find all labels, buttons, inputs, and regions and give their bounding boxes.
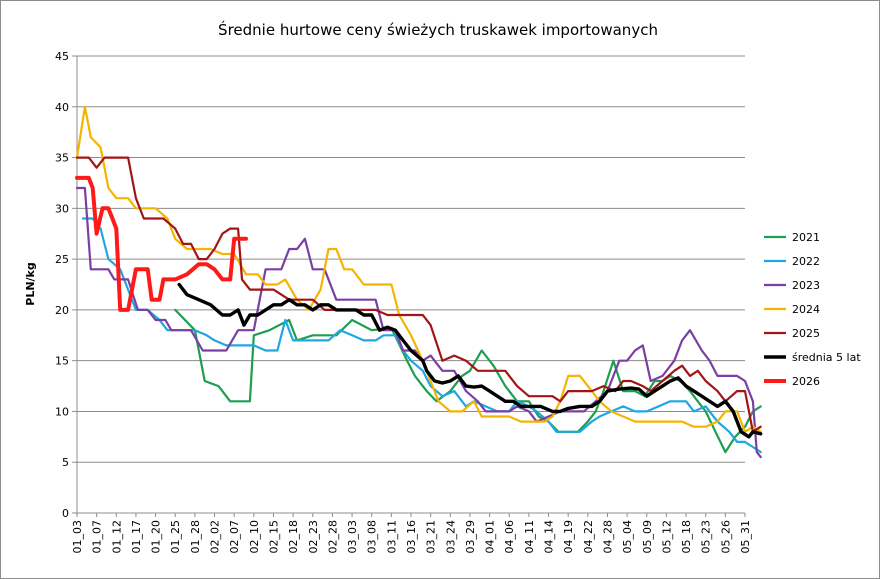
x-tick-label: 02_07 — [228, 520, 241, 554]
x-tick-label: 05_04 — [621, 520, 634, 554]
x-tick-label: 01_25 — [169, 520, 182, 554]
legend-label: 2025 — [792, 327, 820, 340]
y-tick-label: 25 — [55, 253, 69, 266]
x-tick-label: 03_24 — [444, 520, 457, 554]
x-tick-label: 01_03 — [71, 520, 84, 554]
legend-label: średnia 5 lat — [792, 351, 861, 364]
legend: 2021 2022 2023 2024 2025 średnia 5 lat 2026 — [764, 231, 861, 388]
y-tick-label: 35 — [55, 152, 69, 165]
series-line-6 — [75, 175, 248, 312]
series-layer — [75, 105, 763, 459]
x-tick-label: 04_28 — [601, 520, 614, 554]
x-tick-label: 03_08 — [366, 520, 379, 554]
y-tick-label: 40 — [55, 101, 69, 114]
x-tick-label: 04_01 — [484, 520, 497, 554]
y-tick-label: 10 — [55, 405, 69, 418]
y-tick-label: 20 — [55, 304, 69, 317]
x-tick-label: 03_03 — [346, 520, 359, 554]
y-tick-label: 5 — [62, 456, 69, 469]
x-tick-label: 04_06 — [503, 520, 516, 554]
x-tick-label: 03_29 — [464, 520, 477, 554]
x-tick-label: 05_31 — [739, 520, 752, 554]
x-tick-label: 03_11 — [385, 520, 398, 554]
x-tick-label: 05_12 — [660, 520, 673, 554]
series-line-4 — [75, 156, 762, 433]
x-tick-label: 03_16 — [405, 520, 418, 554]
series-line-3 — [75, 105, 762, 433]
x-axis-ticks: 01_03 01_07 01_12 01_17 01_20 01_25 01_28 02_02… — [71, 513, 752, 554]
x-tick-label: 05_23 — [700, 520, 713, 554]
x-tick-label: 04_22 — [582, 520, 595, 554]
x-tick-label: 04_14 — [543, 520, 556, 554]
x-tick-label: 03_21 — [425, 520, 438, 554]
x-tick-label: 02_28 — [326, 520, 339, 554]
legend-label: 2022 — [792, 255, 820, 268]
y-tick-label: 0 — [62, 507, 69, 520]
series-line-5 — [177, 282, 763, 439]
x-tick-label: 02_02 — [209, 520, 222, 554]
x-tick-label: 02_15 — [267, 520, 280, 554]
series-line-1 — [81, 217, 762, 454]
y-tick-label: 15 — [55, 355, 69, 368]
legend-label: 2023 — [792, 279, 820, 292]
series-line-2 — [75, 186, 762, 459]
x-tick-label: 04_11 — [523, 520, 536, 554]
x-tick-label: 04_19 — [562, 520, 575, 554]
x-tick-label: 01_28 — [189, 520, 202, 554]
legend-label: 2026 — [792, 375, 820, 388]
y-axis-ticks: 0 5 10 15 20 25 30 35 40 45 — [55, 50, 77, 520]
y-tick-label: 45 — [55, 50, 69, 63]
legend-label: 2024 — [792, 303, 820, 316]
x-tick-label: 01_20 — [150, 520, 163, 554]
x-tick-label: 05_09 — [641, 520, 654, 554]
x-tick-label: 02_18 — [287, 520, 300, 554]
x-tick-label: 02_10 — [248, 520, 261, 554]
y-tick-label: 30 — [55, 202, 69, 215]
y-axis-label: PLN/kg — [24, 262, 37, 305]
legend-label: 2021 — [792, 231, 820, 244]
chart-title: Średnie hurtowe ceny świeżych truskawek … — [218, 20, 658, 39]
x-tick-label: 01_07 — [91, 520, 104, 554]
x-tick-label: 05_26 — [719, 520, 732, 554]
x-tick-label: 02_23 — [307, 520, 320, 554]
x-tick-label: 01_12 — [110, 520, 123, 554]
x-tick-label: 01_17 — [130, 520, 143, 554]
grid-layer — [76, 55, 745, 514]
x-tick-label: 05_18 — [680, 520, 693, 554]
